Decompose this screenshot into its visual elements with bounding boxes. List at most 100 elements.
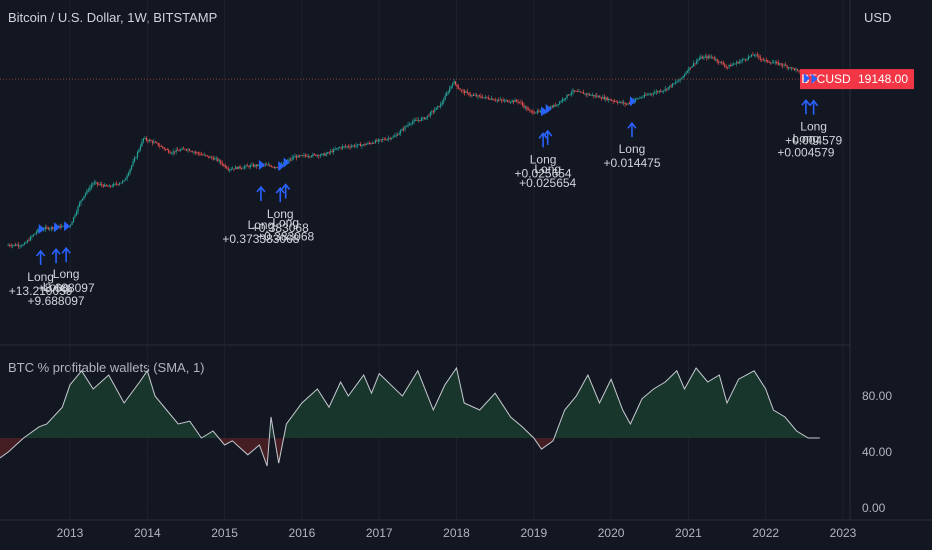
candle — [331, 151, 333, 153]
candle — [135, 157, 137, 159]
signal-long: Long+0.025654 — [519, 103, 577, 190]
candle — [575, 91, 577, 92]
candle — [660, 90, 662, 92]
candle — [400, 130, 402, 134]
candle — [386, 138, 388, 140]
candle — [267, 164, 269, 166]
candle — [486, 96, 488, 98]
candle — [272, 166, 274, 168]
candle — [178, 150, 180, 152]
candle — [102, 185, 104, 187]
signal-triangle — [54, 222, 61, 233]
candle — [790, 67, 793, 69]
candle — [685, 72, 687, 75]
candle — [377, 139, 379, 142]
candle — [493, 99, 495, 101]
candle — [551, 106, 553, 108]
candle — [138, 149, 140, 153]
signal-triangle — [811, 73, 818, 84]
candle — [111, 186, 113, 187]
candle — [795, 69, 797, 71]
signal-label: Long — [619, 142, 646, 156]
signal-long: Long+0.383068 — [252, 161, 309, 235]
signal-triangle — [278, 161, 285, 172]
indicator-fill-above — [0, 368, 820, 438]
candle — [364, 144, 366, 146]
price-tag-value: 19148.00 — [858, 72, 908, 86]
y-tick-label: 0.00 — [862, 501, 886, 515]
candle — [695, 61, 698, 64]
candle — [212, 157, 214, 160]
candle — [643, 94, 645, 97]
arrow-up-icon — [275, 186, 285, 194]
candle — [735, 62, 738, 64]
signal-triangle — [803, 73, 810, 84]
candle — [502, 100, 504, 102]
candle — [371, 143, 373, 144]
candle — [511, 100, 513, 102]
candle — [446, 93, 448, 96]
candle — [492, 98, 494, 100]
candle — [550, 106, 552, 110]
currency-label: USD — [864, 10, 892, 25]
candle — [7, 245, 9, 246]
signal-long: Long+0.373383068 — [222, 160, 300, 246]
candle — [704, 56, 706, 58]
candle — [581, 92, 583, 93]
candle — [605, 97, 607, 100]
candle — [617, 102, 619, 103]
y-tick-label: 80.00 — [862, 389, 892, 403]
candle — [785, 64, 787, 66]
arrow-up-icon — [36, 249, 46, 257]
candle — [385, 139, 387, 141]
candle — [569, 93, 571, 96]
candle — [732, 64, 735, 65]
candle — [789, 67, 791, 69]
candle — [618, 102, 620, 103]
candle — [796, 69, 799, 71]
candle — [382, 139, 384, 141]
candle — [462, 90, 464, 92]
candle — [499, 99, 501, 101]
candle — [478, 95, 480, 97]
candle — [318, 155, 320, 157]
candle — [334, 149, 336, 151]
candle — [594, 95, 596, 97]
candle — [740, 60, 742, 62]
candle — [215, 158, 217, 160]
candle — [646, 94, 648, 96]
candle — [746, 59, 748, 60]
candle — [230, 169, 232, 170]
candle — [507, 100, 509, 102]
candle — [756, 54, 758, 56]
candle — [312, 154, 314, 157]
candle — [74, 214, 76, 218]
candle — [313, 154, 315, 156]
signal-triangle — [38, 223, 45, 234]
candle — [254, 164, 256, 167]
candle — [426, 115, 428, 118]
candle — [423, 117, 425, 120]
candle — [217, 158, 219, 161]
candle — [127, 172, 130, 176]
candle — [71, 221, 73, 226]
signal-value: +13.210059 — [9, 284, 73, 298]
candle — [603, 96, 605, 100]
x-tick-label: 2013 — [57, 526, 84, 540]
candle — [233, 168, 235, 170]
candle — [330, 151, 332, 153]
candle — [276, 167, 278, 168]
candle — [376, 140, 378, 142]
candle — [686, 71, 689, 73]
candle — [373, 143, 375, 144]
arrow-up-icon — [801, 99, 811, 106]
candle — [694, 63, 696, 65]
x-tick-label: 2018 — [443, 526, 470, 540]
x-tick-label: 2016 — [289, 526, 316, 540]
candle — [523, 104, 525, 108]
candle — [327, 152, 329, 154]
candle — [142, 138, 145, 142]
indicator-title: BTC % profitable wallets (SMA, 1) — [8, 360, 205, 375]
candle — [715, 59, 717, 60]
